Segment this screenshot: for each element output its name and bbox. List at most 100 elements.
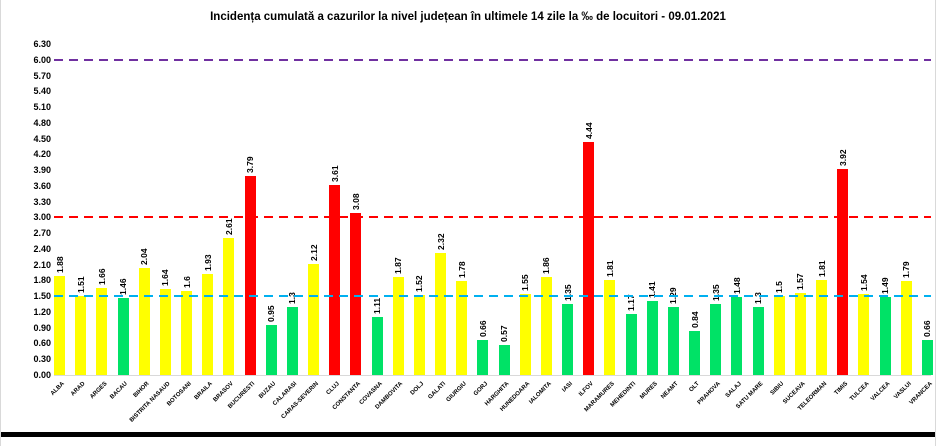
y-axis-tick: 2.40	[33, 243, 51, 254]
x-axis-label: IALOMITA	[528, 381, 553, 406]
x-axis-label: VALCEA	[870, 381, 892, 403]
x-axis-label: CLUJ	[325, 381, 341, 397]
bar	[350, 213, 362, 375]
bar	[286, 306, 298, 375]
bar-value-label: 1.51	[75, 276, 86, 293]
bar-value-label: 1.55	[520, 274, 531, 291]
bar-value-label: 2.32	[435, 233, 446, 251]
x-axis-label: VASLUI	[893, 381, 913, 401]
bar-value-label: 3.08	[350, 193, 361, 211]
y-axis-tick: 5.70	[33, 70, 51, 81]
bar-value-label: 1.81	[604, 260, 615, 277]
bar	[117, 298, 129, 375]
chart-title: Incidența cumulată a cazurilor la nivel …	[210, 11, 726, 23]
x-axis-label: GALATI	[427, 381, 447, 401]
x-axis-label: ILFOV	[578, 381, 595, 398]
x-axis-label: BISTRITA NASAUD	[128, 381, 172, 424]
y-axis-tick: 2.70	[33, 228, 51, 239]
bar	[54, 276, 65, 375]
bar-value-label: 0.66	[477, 320, 488, 338]
bar	[159, 288, 171, 375]
x-axis-label: BUZAU	[258, 381, 278, 401]
bar	[689, 330, 701, 375]
bar	[752, 306, 764, 375]
bar	[562, 304, 574, 375]
bar-value-label: 0.84	[689, 311, 700, 328]
x-axis-label: GIURGIU	[445, 381, 468, 404]
bar-value-label: 0.66	[922, 320, 933, 338]
threshold-line	[54, 216, 931, 219]
bar	[75, 295, 87, 375]
y-axis-tick: 3.30	[33, 196, 51, 207]
bar-value-label: 1.3	[753, 291, 764, 304]
bar-value-label: 1.78	[456, 261, 467, 279]
bar-value-label: 1.49	[880, 277, 891, 294]
bar-value-label: 2.61	[223, 218, 234, 235]
bar	[392, 276, 404, 375]
threshold-line	[54, 58, 931, 61]
bar-value-label: 1.66	[96, 268, 107, 285]
x-axis-label: BRAILA	[193, 381, 214, 402]
bar	[519, 293, 531, 375]
bar	[625, 313, 637, 375]
y-axis-tick: 3.00	[33, 212, 51, 223]
bar	[731, 297, 743, 375]
bar-value-label: 0.95	[266, 305, 277, 323]
bar	[837, 169, 849, 375]
x-axis-label: IASI	[561, 381, 574, 394]
x-axis-label: BACAU	[109, 381, 130, 401]
bar	[816, 279, 828, 375]
bar	[900, 280, 912, 375]
x-axis-label: ARAD	[70, 381, 87, 398]
bar-value-label: 0.57	[499, 325, 510, 343]
x-axis-line	[54, 375, 931, 376]
threshold-line	[54, 295, 931, 298]
x-axis-label: ARGES	[88, 381, 109, 401]
bar	[540, 277, 552, 375]
bar-value-label: 1.46	[118, 278, 128, 296]
bar-value-label: 3.79	[245, 156, 256, 173]
bar	[371, 316, 383, 375]
bar	[223, 237, 235, 375]
y-axis-tick: 0.30	[33, 354, 51, 365]
x-axis-label: NEAMT	[660, 381, 680, 401]
bar	[646, 300, 658, 375]
bar-value-label: 1.88	[54, 256, 65, 274]
bar	[202, 273, 214, 375]
x-axis-label: BIHOR	[132, 381, 151, 399]
y-axis-tick: 1.80	[33, 275, 51, 286]
bar	[181, 290, 193, 375]
x-axis-label: SIBIU	[769, 381, 786, 397]
bar	[583, 141, 595, 375]
bar-value-label: 1.81	[816, 260, 827, 277]
y-axis-tick: 5.40	[33, 86, 51, 97]
bar-value-label: 1.87	[393, 257, 404, 274]
bar	[879, 296, 891, 375]
bar	[710, 304, 722, 375]
bar-value-label: 1.86	[541, 257, 552, 275]
y-axis-tick: 3.90	[33, 165, 51, 176]
bar	[667, 307, 679, 375]
bar	[456, 281, 468, 375]
bar	[96, 287, 108, 375]
bar-value-label: 4.44	[583, 122, 594, 139]
y-axis-tick: 6.00	[33, 54, 51, 65]
bar-value-label: 1.79	[901, 261, 912, 278]
y-axis-tick: 1.50	[33, 291, 51, 302]
x-axis-label: ALBA	[49, 381, 66, 398]
x-axis-label: SALAJ	[725, 381, 744, 400]
bar-value-label: 1.6	[181, 276, 192, 288]
window-bottom-edge	[1, 432, 935, 437]
bar	[773, 296, 785, 375]
y-axis-tick: 0.60	[33, 338, 51, 349]
bar-value-label: 1.64	[160, 269, 171, 286]
bar	[244, 175, 256, 375]
bar-value-label: 1.93	[202, 254, 213, 271]
bar-value-label: 1.5	[774, 281, 785, 294]
bar	[794, 292, 806, 375]
x-axis-label: GORJ	[472, 381, 490, 398]
bar-value-label: 1.11	[372, 297, 383, 314]
y-axis-tick: 4.50	[33, 133, 51, 144]
y-axis-tick: 6.30	[33, 39, 51, 49]
